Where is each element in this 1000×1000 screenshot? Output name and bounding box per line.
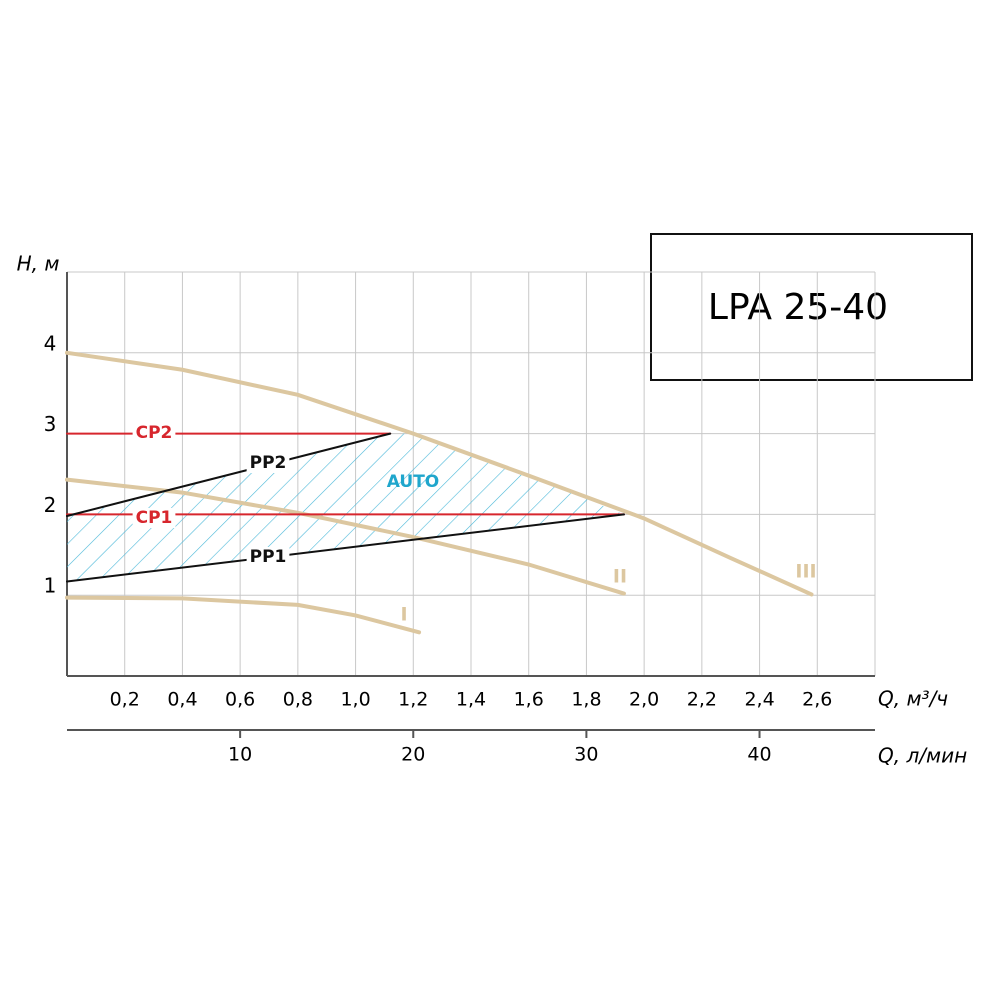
y-tick-label: 3 [44,412,57,436]
curve [65,477,626,596]
curve [65,350,814,597]
label-bg [132,423,176,443]
zone-label: AUTO [387,472,440,492]
y-tick-label: 1 [44,574,57,598]
curve-label: CP1 [136,508,173,528]
curve-label: PP2 [250,453,287,473]
x2-tick-label: 30 [574,744,598,766]
x2-tick-label: 40 [747,744,771,766]
x-tick-label: 2,4 [744,689,774,711]
x-tick-label: 1,8 [571,689,601,711]
x-tick-label: 0,2 [110,689,140,711]
x2-tick-label: 20 [401,744,425,766]
curve-label: CP2 [136,423,173,443]
x-tick-label: 0,6 [225,689,255,711]
curve-label: I [400,604,407,626]
y-tick-label: 2 [44,493,57,517]
x-tick-label: 0,8 [283,689,313,711]
label-bg [246,547,290,567]
x-tick-label: 1,6 [514,689,544,711]
y-tick-label: 4 [44,331,57,355]
x2-tick-label: 10 [228,744,252,766]
x-tick-label: 1,2 [398,689,428,711]
y-axis-label: H, м [17,252,60,276]
label-bg [246,453,290,473]
title-box [650,233,973,381]
chart-title: LPA 25-40 [708,287,888,328]
curve [66,513,625,583]
x-tick-label: 2,0 [629,689,659,711]
x-tick-label: 1,0 [340,689,370,711]
label-bg [132,508,176,528]
x-tick-label: 2,2 [687,689,717,711]
curve [66,432,392,518]
curve-label: III [795,561,816,583]
curve [65,595,422,635]
curve-label: PP1 [250,547,287,567]
x-tick-label: 1,4 [456,689,486,711]
auto-zone [67,433,624,582]
x-tick-label: 0,4 [167,689,197,711]
x2-axis-label: Q, л/мин [878,744,967,768]
x-tick-label: 2,6 [802,689,832,711]
curve-label: II [613,566,627,588]
x-axis-label: Q, м³/ч [878,687,948,711]
